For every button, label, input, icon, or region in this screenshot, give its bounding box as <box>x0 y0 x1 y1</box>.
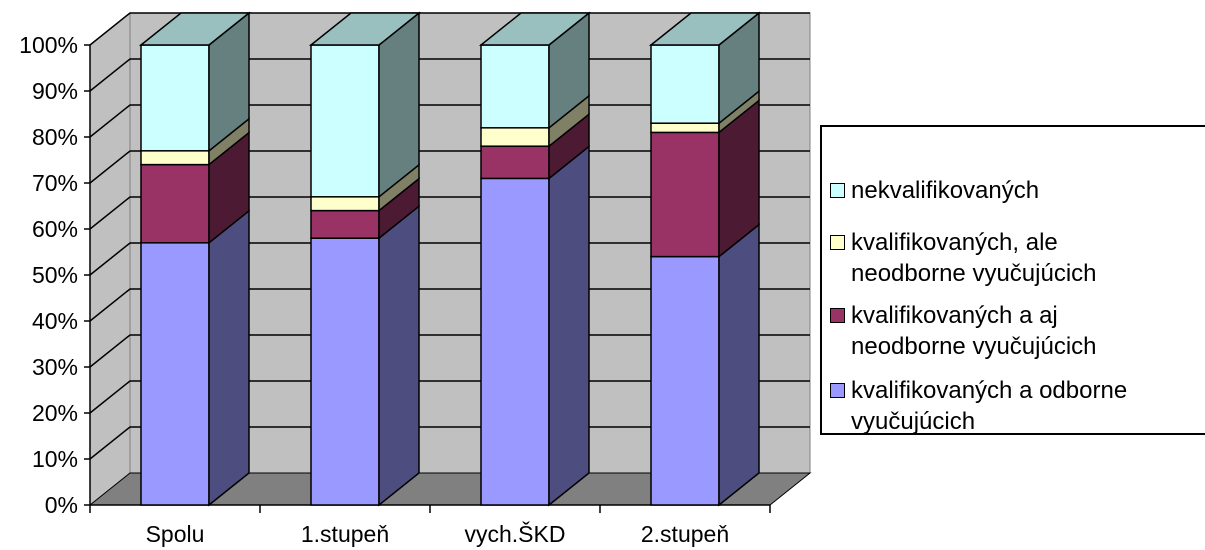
y-tick-label: 100% <box>19 32 78 58</box>
legend-label: kvalifikovaných a aj neodborne vyučujúci… <box>851 302 1097 360</box>
y-tick-label: 80% <box>32 124 78 150</box>
bar-segment-side <box>208 209 250 507</box>
bar-segment <box>140 242 210 506</box>
bar-segment <box>480 44 550 129</box>
legend-swatch <box>830 383 845 398</box>
y-tick-label: 40% <box>32 308 78 334</box>
x-tick-label: Spolu <box>146 521 205 547</box>
bar-segment <box>140 150 210 166</box>
bar-segment <box>480 145 550 180</box>
legend-item-kvalifikovanych-a-odborne: kvalifikovaných a odborne vyučujúcich <box>830 375 1127 437</box>
bar-top <box>138 12 252 46</box>
legend-item-kvalifikovanych-ale-neodborne: kvalifikovaných, ale neodborne vyučujúci… <box>830 227 1097 289</box>
bar-top <box>478 12 592 46</box>
bar-segment <box>650 131 720 258</box>
bar-segment <box>650 122 720 134</box>
legend-label: kvalifikovaných a odborne vyučujúcich <box>851 377 1128 435</box>
y-tick-label: 0% <box>45 492 78 518</box>
y-tick-label: 10% <box>32 446 78 472</box>
y-tick-label: 30% <box>32 354 78 380</box>
legend-swatch <box>830 308 845 323</box>
x-tick-label: 1.stupeň <box>301 521 389 547</box>
chart-legend: nekvalifikovaných kvalifikovaných, ale n… <box>820 125 1205 435</box>
legend-label: kvalifikovaných, ale neodborne vyučujúci… <box>851 229 1097 287</box>
x-tick-label: vych.ŠKD <box>465 520 566 547</box>
bar-segment-side <box>718 223 760 507</box>
bar-segment <box>310 209 380 239</box>
legend-item-nekvalifikovanych: nekvalifikovaných <box>830 175 1039 206</box>
bar-segment <box>650 255 720 506</box>
bar-segment <box>310 196 380 212</box>
legend-label: nekvalifikovaných <box>851 177 1040 204</box>
y-tick-label: 20% <box>32 400 78 426</box>
y-tick-label: 60% <box>32 216 78 242</box>
bar-segment <box>480 177 550 506</box>
y-tick-label: 90% <box>32 78 78 104</box>
legend-swatch <box>830 235 845 250</box>
bar-top <box>308 12 422 46</box>
bar-segment-side <box>378 204 420 507</box>
y-tick-label: 70% <box>32 170 78 196</box>
bar-segment <box>310 44 380 198</box>
bar-segment-side <box>548 144 590 507</box>
x-tick-label: 2.stupeň <box>641 521 729 547</box>
legend-item-kvalifikovanych-a-aj-neodborne: kvalifikovaných a aj neodborne vyučujúci… <box>830 300 1097 362</box>
bar-segment <box>650 44 720 124</box>
legend-swatch <box>830 183 845 198</box>
bar-segment <box>480 127 550 147</box>
bar-segment <box>140 163 210 244</box>
bar-top <box>648 12 762 46</box>
bar-segment <box>310 237 380 506</box>
bar-segment <box>140 44 210 152</box>
y-tick-label: 50% <box>32 262 78 288</box>
